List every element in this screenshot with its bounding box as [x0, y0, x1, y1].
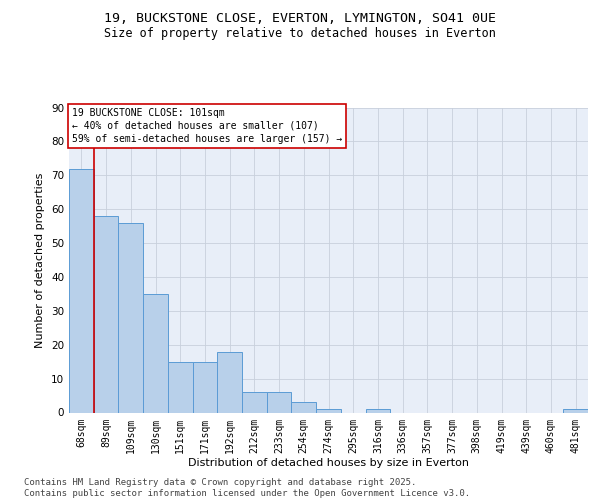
Bar [193, 362, 217, 412]
Bar [292, 402, 316, 412]
Text: 19 BUCKSTONE CLOSE: 101sqm
← 40% of detached houses are smaller (107)
59% of sem: 19 BUCKSTONE CLOSE: 101sqm ← 40% of deta… [71, 108, 342, 144]
Bar [168, 362, 193, 412]
Text: Contains HM Land Registry data © Crown copyright and database right 2025.
Contai: Contains HM Land Registry data © Crown c… [24, 478, 470, 498]
Bar [267, 392, 292, 412]
Bar [316, 409, 341, 412]
Bar [69, 168, 94, 412]
Bar [94, 216, 118, 412]
Y-axis label: Number of detached properties: Number of detached properties [35, 172, 46, 348]
Text: Size of property relative to detached houses in Everton: Size of property relative to detached ho… [104, 28, 496, 40]
Bar [365, 409, 390, 412]
Bar [242, 392, 267, 412]
Bar [563, 409, 588, 412]
Bar [217, 352, 242, 412]
Bar [143, 294, 168, 412]
X-axis label: Distribution of detached houses by size in Everton: Distribution of detached houses by size … [188, 458, 469, 468]
Text: 19, BUCKSTONE CLOSE, EVERTON, LYMINGTON, SO41 0UE: 19, BUCKSTONE CLOSE, EVERTON, LYMINGTON,… [104, 12, 496, 26]
Bar [118, 222, 143, 412]
